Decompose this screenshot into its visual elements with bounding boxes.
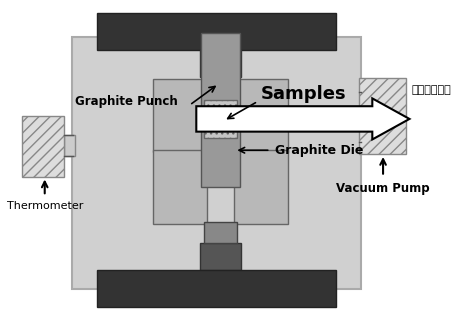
Bar	[22, 116, 64, 177]
FancyArrow shape	[196, 98, 409, 140]
Bar	[201, 33, 240, 188]
Text: Graphite Die: Graphite Die	[274, 144, 362, 157]
Text: Graphite Punch: Graphite Punch	[75, 95, 178, 108]
Bar	[153, 150, 207, 224]
Bar	[200, 243, 241, 269]
Bar	[358, 78, 405, 154]
Bar	[204, 222, 237, 243]
Bar	[204, 77, 237, 103]
Bar	[64, 135, 75, 156]
Bar	[153, 79, 207, 152]
Text: Samples: Samples	[260, 84, 346, 102]
Bar	[234, 150, 288, 224]
Bar	[200, 51, 241, 77]
Bar	[96, 13, 336, 51]
Bar	[72, 37, 360, 289]
Text: Thermometer: Thermometer	[6, 201, 83, 211]
Bar	[96, 269, 336, 307]
Text: Vacuum Pump: Vacuum Pump	[336, 181, 429, 195]
Bar	[234, 79, 288, 152]
Bar	[204, 100, 237, 138]
Text: 液化物の回収: 液化物の回収	[410, 84, 450, 95]
